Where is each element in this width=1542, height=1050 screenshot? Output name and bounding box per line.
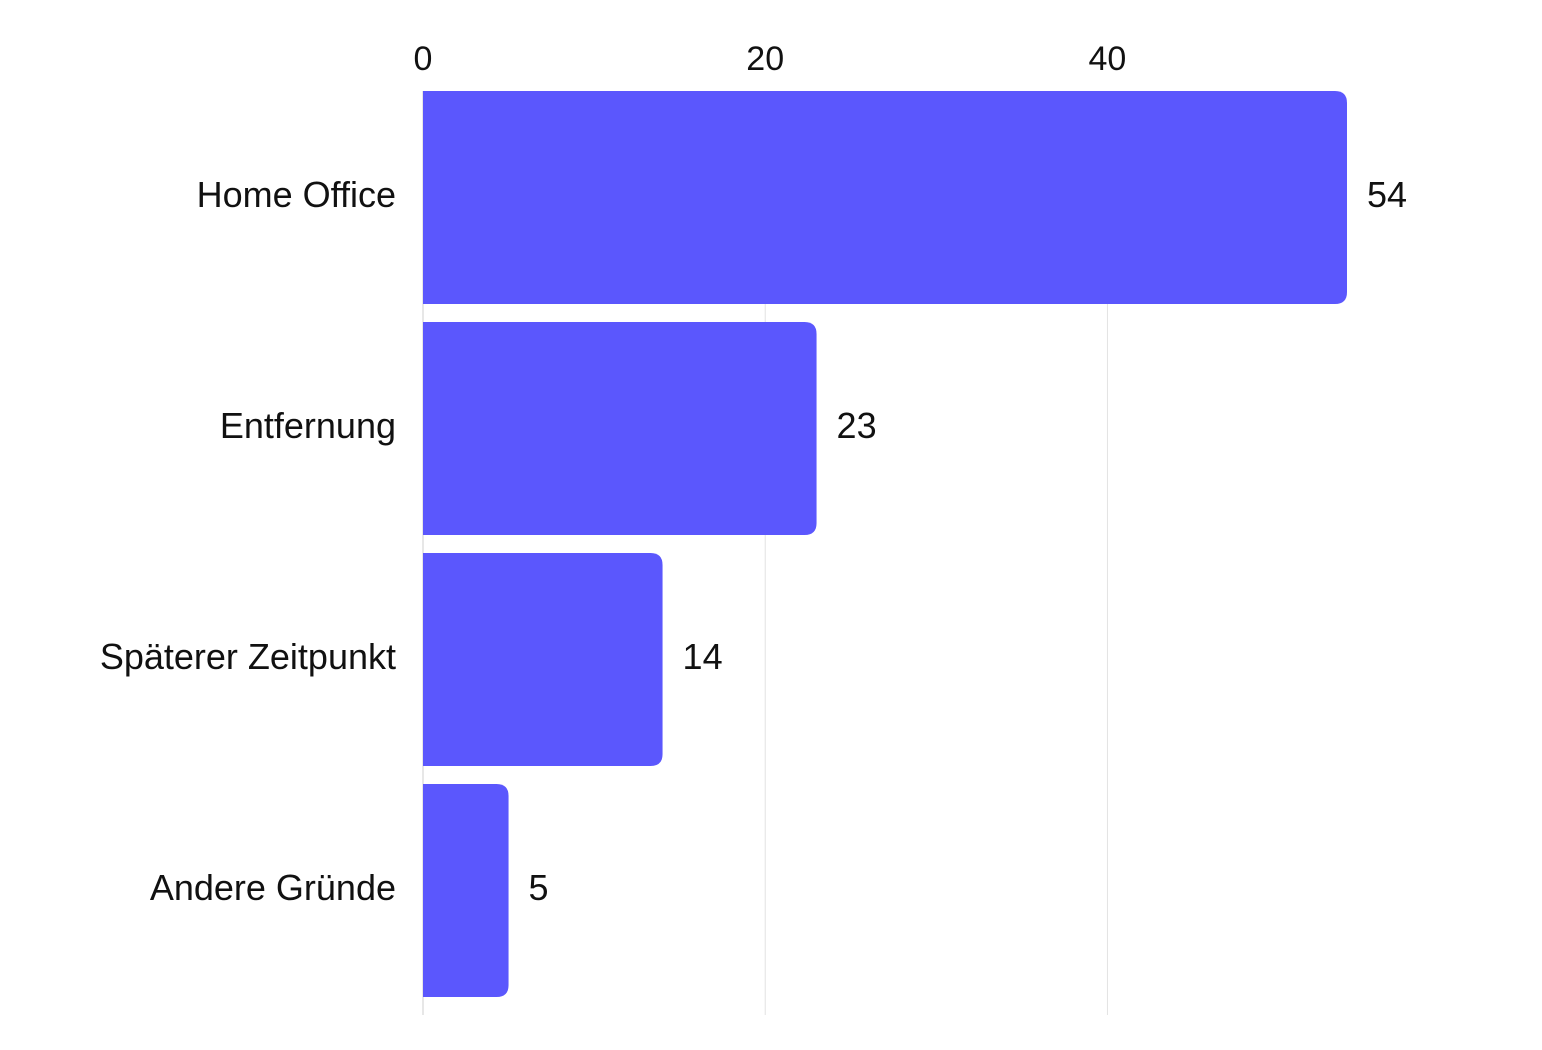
value-label: 54	[1367, 174, 1407, 215]
bar	[423, 322, 817, 535]
value-labels: 54 23 14 5	[529, 174, 1407, 908]
category-label: Andere Gründe	[150, 867, 396, 908]
value-label: 14	[683, 636, 723, 677]
x-axis-ticks: 0 20 40	[414, 40, 1127, 78]
bars	[423, 91, 1347, 997]
x-tick-label: 0	[414, 40, 433, 78]
category-labels: Home Office Entfernung Späterer Zeitpunkt A…	[100, 174, 396, 908]
bar	[423, 91, 1347, 304]
category-label: Späterer Zeitpunkt	[100, 636, 396, 677]
category-label: Entfernung	[220, 405, 396, 446]
value-label: 5	[529, 867, 549, 908]
bar	[423, 784, 509, 997]
category-label: Home Office	[197, 174, 396, 215]
x-tick-label: 20	[746, 40, 784, 78]
bar	[423, 553, 663, 766]
value-label: 23	[837, 405, 877, 446]
x-tick-label: 40	[1089, 40, 1127, 78]
